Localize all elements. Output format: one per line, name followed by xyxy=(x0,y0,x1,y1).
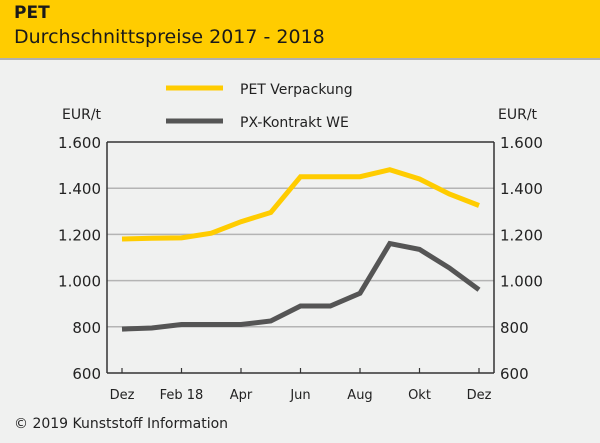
x-tick-label: Okt xyxy=(408,388,431,403)
chart-title: PET xyxy=(14,3,50,23)
x-tick-label: Dez xyxy=(110,388,135,403)
legend: PET Verpackung PX-Kontrakt WE xyxy=(166,82,353,131)
series-line-px-kontrakt-we xyxy=(121,240,481,332)
y-tick-label-left: 1.600 xyxy=(58,134,101,152)
x-tick-label: Dez xyxy=(467,388,492,403)
x-tick-labels: Dez Feb 18 Apr Jun Aug Okt Dez xyxy=(110,388,492,403)
y-tick-label-right: 1.200 xyxy=(500,226,543,244)
y-tick-label-right: 600 xyxy=(500,365,529,383)
y-tick-label-left: 800 xyxy=(72,319,101,337)
y-tick-label-left: 600 xyxy=(72,365,101,383)
y-tick-label-left: 1.000 xyxy=(58,273,101,291)
y-tick-label-left: 1.400 xyxy=(58,180,101,198)
legend-label-px: PX-Kontrakt WE xyxy=(240,115,349,131)
y-tick-labels-right: 600 800 1.000 1.200 1.400 1.600 xyxy=(500,134,543,383)
y-tick-labels-left: 600 800 1.000 1.200 1.400 1.600 xyxy=(58,134,101,383)
y-tick-label-right: 1.400 xyxy=(500,180,543,198)
chart-subtitle: Durchschnittspreise 2017 - 2018 xyxy=(14,26,325,48)
y-axis-label-left: EUR/t xyxy=(62,107,102,123)
x-tick-label: Jun xyxy=(289,388,310,403)
y-axis-label-right: EUR/t xyxy=(498,107,538,123)
y-tick-label-right: 1.000 xyxy=(500,273,543,291)
x-tick-label: Aug xyxy=(347,388,372,403)
series-lines xyxy=(121,167,481,332)
y-tick-label-right: 800 xyxy=(500,319,529,337)
header-banner: PET Durchschnittspreise 2017 - 2018 xyxy=(0,0,600,60)
x-tick-label: Feb 18 xyxy=(160,388,204,403)
axes xyxy=(106,141,495,374)
copyright-footer: © 2019 Kunststoff Information xyxy=(14,416,229,432)
x-tick-label: Apr xyxy=(230,388,253,403)
legend-label-pet: PET Verpackung xyxy=(240,82,353,98)
series-line-pet-verpackung xyxy=(121,167,480,242)
y-tick-label-right: 1.600 xyxy=(500,134,543,152)
y-tick-label-left: 1.200 xyxy=(58,226,101,244)
